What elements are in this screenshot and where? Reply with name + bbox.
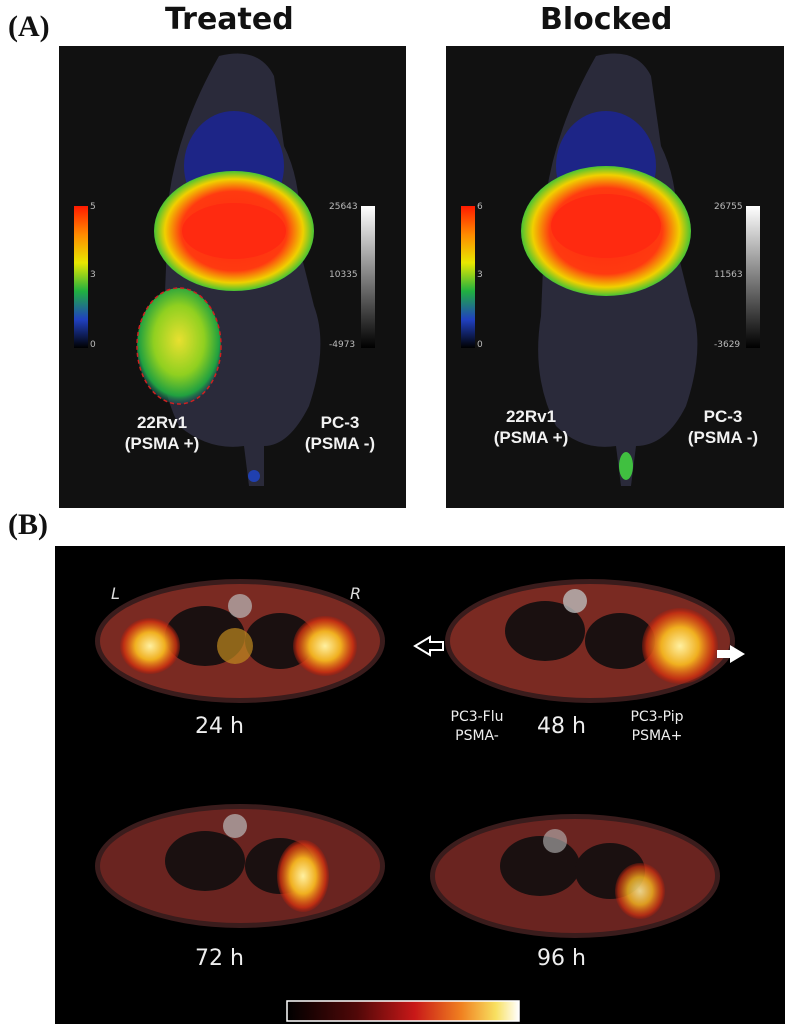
blocked-pet-image: 6 3 0 26755 11563 -3629 22Rv1 (PSMA +) P… [446,46,784,508]
blocked-title: Blocked [540,2,673,37]
treated-gray-bar [361,206,375,348]
blocked-right-tumor-label: PC-3 (PSMA -) [687,407,759,447]
panel-b-ct-image: L R 24 h 48 h 72 h 96 h PC3-Flu PSMA- PC… [55,546,785,1024]
treated-title: Treated [165,2,294,37]
blocked-color-min: 0 [477,340,483,350]
treated-color-bar [74,206,88,348]
panel-b-label: (B) [8,508,48,541]
blocked-left-tumor-label: 22Rv1 (PSMA +) [493,407,569,447]
blocked-gray-max: 26755 [714,202,743,212]
treated-gray-min: -4973 [329,340,356,350]
treated-left-tumor-label: 22Rv1 (PSMA +) [124,413,200,453]
blocked-color-mid: 3 [477,270,483,280]
blocked-color-bar [461,206,475,348]
axial-pet-ct-scans [95,579,745,1022]
treated-gray-max: 25643 [329,202,358,212]
orientation-left: L [111,584,120,603]
blocked-gray-bar [746,206,760,348]
time-label-96h: 96 h [537,946,586,971]
treated-color-min: 0 [90,340,96,350]
blocked-color-max: 6 [477,202,483,212]
panel-a-label: (A) [8,10,50,43]
scan-72h [95,804,385,928]
treated-color-mid: 3 [90,270,96,280]
open-arrow-icon [413,635,444,657]
time-label-24h: 24 h [195,714,244,739]
time-label-48h: 48 h [537,714,586,739]
orientation-right: R [350,584,362,603]
blocked-gray-mid: 11563 [714,270,743,280]
blocked-gray-min: -3629 [714,340,741,350]
filled-arrow-icon [717,645,745,663]
treated-right-tumor-label: PC-3 (PSMA -) [304,413,376,453]
blocked-mouse-scan [461,53,760,486]
left-tumor-label-b: PC3-Flu PSMA- [450,709,504,744]
panel-b-color-scale [286,1000,520,1022]
tumor-roi-ellipse [136,287,222,405]
treated-gray-mid: 10335 [329,270,358,280]
treated-pet-image: 5 3 0 25643 10335 -4973 22Rv1 (PSMA +) P… [59,46,406,508]
time-label-72h: 72 h [195,946,244,971]
scan-96h [430,814,720,938]
right-tumor-label-b: PC3-Pip PSMA+ [630,709,684,744]
treated-color-max: 5 [90,202,96,212]
scan-24h [95,579,385,703]
treated-mouse-scan [74,53,375,486]
scan-48h [445,579,735,703]
